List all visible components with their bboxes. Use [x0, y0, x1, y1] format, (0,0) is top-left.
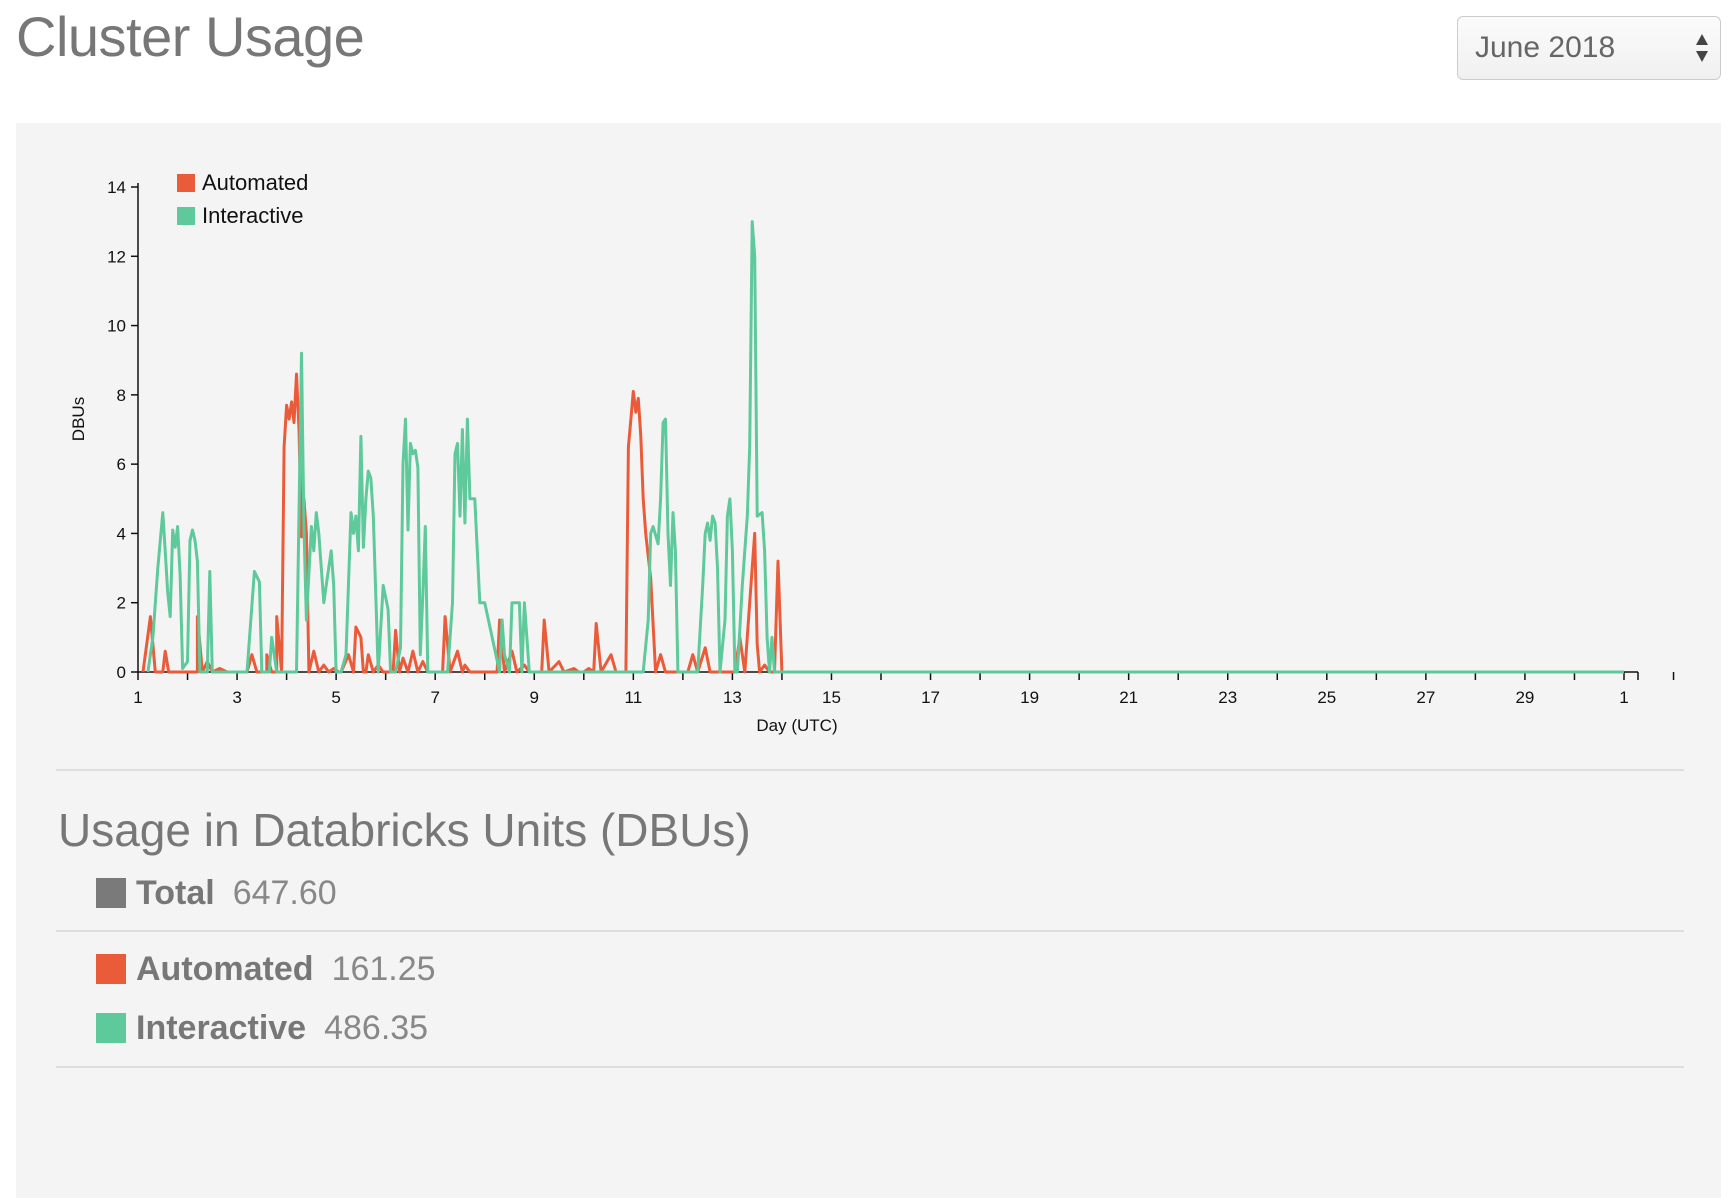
y-tick-label: 2 — [117, 594, 126, 613]
x-tick-label: 29 — [1515, 688, 1534, 707]
interactive-value: 486.35 — [324, 1008, 429, 1047]
legend-label-interactive: Interactive — [202, 203, 304, 228]
x-tick-label: 19 — [1020, 688, 1039, 707]
automated-value: 161.25 — [331, 949, 436, 988]
total-label: Total — [136, 873, 215, 912]
x-tick-label: 5 — [331, 688, 340, 707]
automated-label: Automated — [136, 949, 314, 988]
month-select-value: June 2018 — [1475, 31, 1616, 64]
automated-swatch — [96, 954, 126, 984]
series-line-interactive — [146, 220, 1624, 674]
y-axis-label: DBUs — [69, 397, 88, 441]
usage-row-interactive: Interactive 486.35 — [96, 1008, 428, 1048]
y-tick-label: 6 — [117, 455, 126, 474]
y-tick-label: 0 — [117, 663, 126, 682]
y-tick-label: 10 — [107, 317, 126, 336]
y-tick-label: 4 — [117, 524, 126, 543]
divider — [56, 769, 1684, 771]
total-value: 647.60 — [232, 873, 337, 912]
legend-swatch-automated — [177, 174, 195, 192]
x-tick-label: 17 — [921, 688, 940, 707]
x-tick-label: 1 — [1619, 688, 1628, 707]
x-tick-label: 7 — [430, 688, 439, 707]
interactive-label: Interactive — [136, 1008, 307, 1047]
legend-label-automated: Automated — [202, 170, 308, 195]
page-title: Cluster Usage — [16, 5, 365, 68]
x-tick-label: 23 — [1218, 688, 1237, 707]
interactive-swatch — [96, 1013, 126, 1043]
y-tick-label: 12 — [107, 247, 126, 266]
y-tick-label: 14 — [107, 178, 126, 197]
x-tick-label: 25 — [1317, 688, 1336, 707]
divider — [56, 1066, 1684, 1068]
series-layer — [141, 220, 1624, 674]
select-arrows-icon — [1696, 34, 1708, 62]
x-axis: 1 3 5 7 9 11 13 15 17 19 21 23 25 27 29 1 — [133, 671, 1675, 707]
x-tick-label: 9 — [530, 688, 539, 707]
total-swatch — [96, 878, 126, 908]
y-tick-label: 8 — [117, 386, 126, 405]
x-tick-label: 21 — [1119, 688, 1138, 707]
usage-section-title: Usage in Databricks Units (DBUs) — [58, 804, 751, 856]
usage-row-automated: Automated 161.25 — [96, 949, 436, 989]
usage-row-total: Total 647.60 — [96, 873, 337, 913]
series-line-automated — [141, 372, 784, 674]
legend-swatch-interactive — [177, 207, 195, 225]
legend: Automated Interactive — [177, 170, 308, 228]
y-axis: 0 2 4 6 8 10 12 14 — [107, 178, 139, 682]
usage-panel: 0 2 4 6 8 10 12 14 1 3 5 7 9 11 13 15 17 19 21 23 25 27 29 1 A… — [16, 123, 1721, 1198]
x-tick-label: 13 — [723, 688, 742, 707]
x-tick-label: 15 — [822, 688, 841, 707]
x-tick-label: 1 — [133, 688, 142, 707]
month-select[interactable]: June 2018 — [1457, 16, 1721, 80]
x-tick-label: 27 — [1416, 688, 1435, 707]
x-axis-label: Day (UTC) — [756, 716, 837, 735]
divider — [56, 930, 1684, 932]
x-tick-label: 11 — [625, 688, 643, 707]
x-tick-label: 3 — [232, 688, 241, 707]
